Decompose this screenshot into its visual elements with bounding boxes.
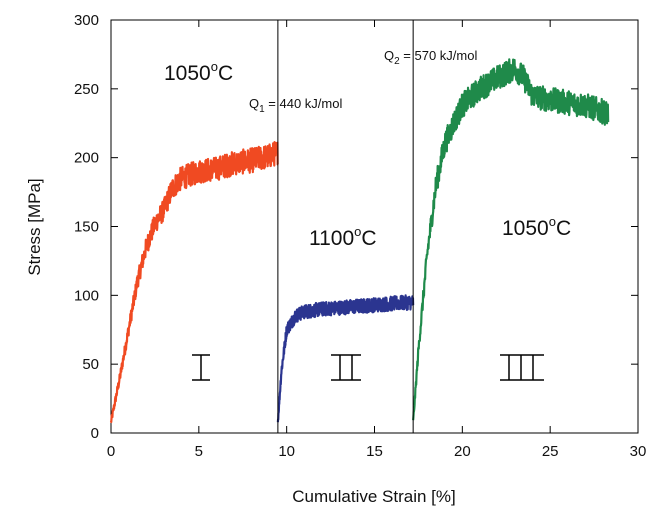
y-tick-label: 300 <box>74 12 99 29</box>
q2-label: Q2 = 570 kJ/mol <box>384 48 477 67</box>
series-line-2 <box>276 294 415 423</box>
x-tick-label: 15 <box>366 443 383 460</box>
temp-label-3: 1050oC <box>502 214 571 240</box>
y-tick-label: 100 <box>74 287 99 304</box>
x-tick-label: 25 <box>542 443 559 460</box>
y-tick-label: 50 <box>82 356 99 373</box>
x-tick-label: 0 <box>107 443 115 460</box>
y-tick-label: 250 <box>74 81 99 98</box>
x-axis-title: Cumulative Strain [%] <box>292 487 455 506</box>
x-tick-label: 30 <box>630 443 647 460</box>
stage-label-1 <box>192 354 210 381</box>
stage-label-2 <box>331 354 361 381</box>
temp-label-2: 1100oC <box>309 224 377 250</box>
y-tick-label: 200 <box>74 150 99 167</box>
y-axis-title: Stress [MPa] <box>25 178 44 275</box>
series-layer <box>109 58 610 424</box>
y-tick-label: 0 <box>91 425 99 442</box>
x-tick-label: 5 <box>195 443 203 460</box>
stage-label-3 <box>500 354 544 381</box>
y-tick-label: 150 <box>74 219 99 236</box>
temp-label-1: 1050oC <box>164 59 233 85</box>
x-tick-label: 20 <box>454 443 471 460</box>
series-line-1 <box>109 140 279 424</box>
q1-label: Q1 = 440 kJ/mol <box>249 96 342 115</box>
x-tick-label: 10 <box>278 443 295 460</box>
series-line-3 <box>412 58 610 421</box>
phase-separators <box>277 20 414 433</box>
